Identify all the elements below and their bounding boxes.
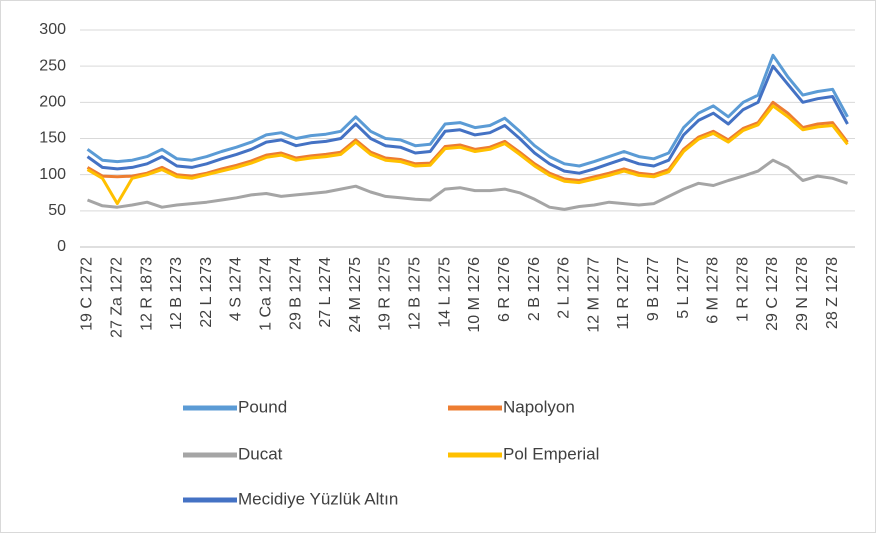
series-line <box>86 64 849 175</box>
y-tick-label: 200 <box>39 94 66 111</box>
series-line <box>86 104 849 206</box>
x-tick-label: 27 L 1274 <box>317 257 334 328</box>
x-tick-label: 5 L 1277 <box>675 257 692 319</box>
legend-label: Pol Emperial <box>503 444 599 463</box>
x-tick-label: 27 Za 1272 <box>108 257 125 338</box>
legend-label: Mecidiye Yüzlük Altın <box>238 489 398 508</box>
x-tick-label: 29 C 1278 <box>764 257 781 331</box>
x-tick-label: 6 M 1278 <box>705 257 722 324</box>
series-line <box>86 158 848 211</box>
y-tick-label: 100 <box>39 166 66 183</box>
y-tick-label: 0 <box>57 238 66 255</box>
x-tick-label: 11 R 1277 <box>615 257 632 330</box>
y-tick-label: 250 <box>39 57 66 74</box>
x-tick-label: 24 M 1275 <box>347 257 364 333</box>
x-tick-label: 19 C 1272 <box>79 257 96 331</box>
x-tick-label: 9 B 1277 <box>645 257 662 321</box>
x-tick-label: 19 R 1275 <box>377 257 394 331</box>
x-tick-label: 12 R 1873 <box>138 257 155 331</box>
legend-label: Ducat <box>238 444 283 463</box>
x-tick-label: 6 R 1276 <box>496 257 513 322</box>
x-tick-label: 1 Ca 1274 <box>258 257 275 331</box>
x-tick-label: 2 B 1276 <box>526 257 543 321</box>
x-tick-label: 14 L 1275 <box>436 257 453 328</box>
x-tick-label: 22 L 1273 <box>198 257 215 328</box>
legend-label: Napolyon <box>503 397 575 416</box>
legend-label: Pound <box>238 397 287 416</box>
series-line <box>86 100 849 182</box>
y-tick-label: 300 <box>39 21 66 38</box>
x-tick-label: 4 S 1274 <box>228 257 245 321</box>
x-tick-label: 1 R 1278 <box>734 257 751 322</box>
y-tick-label: 150 <box>39 130 66 147</box>
x-tick-label: 10 M 1276 <box>466 257 483 333</box>
x-tick-label: 12 B 1273 <box>168 257 185 330</box>
x-tick-label: 2 L 1276 <box>556 257 573 319</box>
x-tick-label: 28 Z 1278 <box>824 257 841 329</box>
x-tick-label: 12 M 1277 <box>585 257 602 333</box>
x-tick-label: 29 N 1278 <box>794 257 811 331</box>
x-tick-label: 12 B 1275 <box>407 257 424 330</box>
x-tick-label: 29 B 1274 <box>287 257 304 330</box>
y-tick-label: 50 <box>48 202 66 219</box>
series-line <box>86 53 849 168</box>
